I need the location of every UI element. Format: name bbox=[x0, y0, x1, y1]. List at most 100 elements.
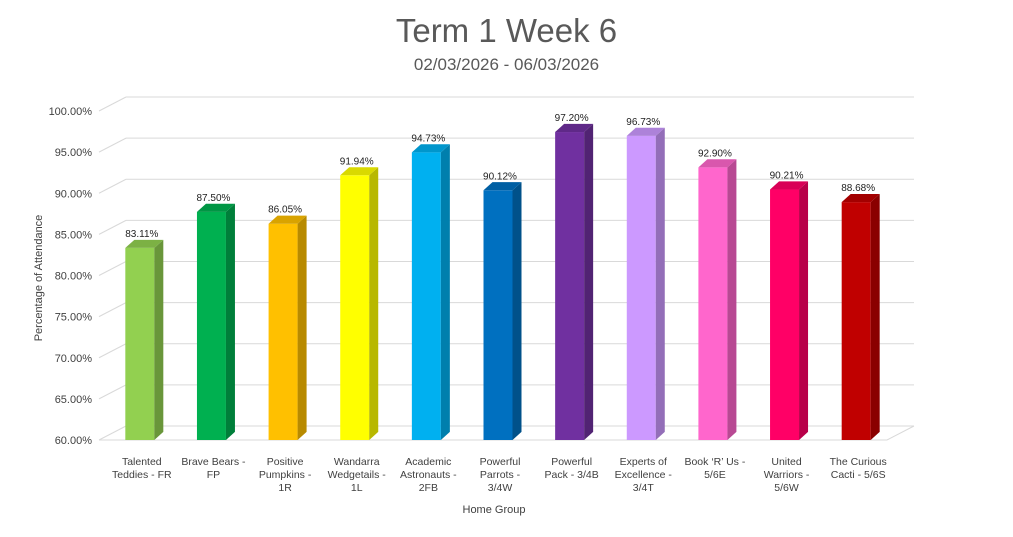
x-tick-label: Powerful Pack - 3/4B bbox=[544, 456, 598, 481]
bar-front bbox=[196, 211, 226, 440]
y-tick-label: 70.00% bbox=[55, 353, 93, 365]
x-tick-label-line: Book ‘R’ Us - bbox=[684, 456, 745, 468]
gridline-side bbox=[98, 137, 127, 153]
floor-side bbox=[886, 425, 915, 441]
bar: 88.68% The Curious Cacti - 5/6S bbox=[830, 183, 887, 481]
bar-side bbox=[655, 127, 665, 441]
gridline-side bbox=[98, 219, 127, 235]
bar-side bbox=[369, 167, 379, 441]
y-tick-label: 85.00% bbox=[55, 229, 93, 241]
y-axis-title: Percentage of Attendance bbox=[33, 215, 45, 342]
bar-top bbox=[411, 144, 450, 153]
gridline-side bbox=[98, 343, 127, 359]
bar-top bbox=[555, 123, 594, 133]
bar-front bbox=[125, 247, 155, 440]
x-tick-label: United Warriors -5/6W bbox=[764, 456, 810, 494]
bar-top bbox=[483, 182, 522, 191]
y-tick-label: 100.00% bbox=[49, 106, 93, 118]
gridline-side bbox=[98, 96, 127, 112]
bar-front bbox=[841, 202, 871, 440]
bar-top bbox=[770, 181, 809, 190]
y-tick-label: 75.00% bbox=[55, 312, 93, 324]
data-label: 91.94% bbox=[340, 156, 374, 167]
data-label: 92.90% bbox=[698, 148, 732, 159]
bar-front bbox=[770, 189, 800, 440]
bar-side bbox=[512, 182, 522, 440]
bar-top bbox=[626, 127, 665, 136]
x-tick-label-line: United bbox=[771, 456, 802, 468]
y-tick-label: 80.00% bbox=[55, 271, 93, 283]
data-label: 94.73% bbox=[411, 133, 445, 144]
gridline-side bbox=[98, 384, 127, 400]
bar-top bbox=[125, 239, 164, 248]
x-tick-label-line: Talented bbox=[122, 456, 162, 468]
x-tick-label-line: Excellence - bbox=[615, 469, 673, 481]
bar-front bbox=[411, 152, 441, 440]
gridline-side bbox=[98, 178, 127, 194]
bars: 83.11% Talented Teddies - FR 87.50% Brave Be… bbox=[112, 113, 887, 494]
x-tick-label-line: FP bbox=[207, 469, 220, 481]
bar-front bbox=[626, 135, 656, 440]
y-tick-label: 65.00% bbox=[55, 394, 93, 406]
data-label: 90.21% bbox=[770, 171, 804, 182]
bar-top bbox=[196, 203, 235, 212]
x-tick-label-line: 1L bbox=[351, 482, 363, 494]
bar: 91.94% Wandarra Wedgetails -1L bbox=[328, 156, 387, 494]
bar-front bbox=[555, 132, 585, 440]
x-axis-title: Home Group bbox=[463, 504, 526, 516]
bar: 92.90% Book ‘R’ Us -5/6E bbox=[684, 148, 745, 481]
bar-side bbox=[154, 239, 164, 440]
y-tick-label: 60.00% bbox=[55, 435, 93, 447]
bar-front bbox=[340, 175, 370, 440]
x-tick-label: The Curious Cacti - 5/6S bbox=[830, 456, 887, 481]
x-tick-label: Book ‘R’ Us -5/6E bbox=[684, 456, 745, 481]
x-tick-label-line: Positive bbox=[267, 456, 304, 468]
chart-title: Term 1 Week 6 bbox=[395, 12, 618, 49]
x-tick-label-line: Academic bbox=[405, 456, 451, 468]
bar-top bbox=[268, 215, 307, 224]
bar-top bbox=[340, 167, 379, 176]
x-tick-label-line: 3/4T bbox=[633, 482, 655, 494]
bar-side bbox=[727, 159, 737, 441]
x-tick-label: Wandarra Wedgetails -1L bbox=[328, 456, 387, 494]
x-tick-label-line: Cacti - 5/6S bbox=[831, 469, 886, 481]
bar-side bbox=[297, 215, 307, 440]
bar-side bbox=[225, 203, 235, 440]
data-label: 90.12% bbox=[483, 171, 517, 182]
x-tick-label-line: 5/6W bbox=[774, 482, 799, 494]
gridline-side bbox=[98, 261, 127, 276]
y-tick-label: 95.00% bbox=[55, 147, 93, 159]
chart-subtitle: 02/03/2026 - 06/03/2026 bbox=[413, 55, 600, 74]
gridline-side bbox=[98, 425, 127, 441]
x-tick-label: Positive Pumpkins -1R bbox=[259, 456, 312, 494]
bar-top bbox=[841, 194, 880, 203]
data-label: 96.73% bbox=[626, 117, 660, 128]
bar: 96.73% Experts of Excellence -3/4T bbox=[615, 117, 673, 494]
x-tick-label-line: Powerful bbox=[480, 456, 521, 468]
bar-front bbox=[698, 167, 728, 440]
x-tick-label-line: 3/4W bbox=[488, 482, 513, 494]
x-tick-label-line: Powerful bbox=[551, 456, 592, 468]
data-label: 86.05% bbox=[268, 205, 302, 216]
bar: 94.73% Academic Astronauts -2FB bbox=[400, 133, 457, 494]
x-tick-label-line: 1R bbox=[278, 482, 292, 494]
bar: 90.21% United Warriors -5/6W bbox=[764, 171, 810, 494]
data-label: 83.11% bbox=[125, 229, 158, 240]
x-tick-label-line: Warriors - bbox=[764, 469, 810, 481]
bar-side bbox=[440, 144, 450, 441]
bar: 97.20% Powerful Pack - 3/4B bbox=[544, 113, 598, 481]
bar-front bbox=[268, 223, 298, 440]
x-tick-label-line: Teddies - FR bbox=[112, 469, 172, 481]
x-tick-label: Experts of Excellence -3/4T bbox=[615, 456, 673, 494]
x-tick-label-line: Wedgetails - bbox=[328, 469, 387, 481]
data-label: 87.50% bbox=[196, 193, 230, 204]
x-tick-label-line: Pack - 3/4B bbox=[544, 469, 598, 481]
bar: 90.12% Powerful Parrots -3/4W bbox=[480, 171, 522, 494]
x-tick-label-line: Pumpkins - bbox=[259, 469, 312, 481]
x-tick-label: Brave Bears -FP bbox=[181, 456, 246, 481]
x-tick-label-line: Experts of bbox=[620, 456, 667, 468]
x-tick-label-line: The Curious bbox=[830, 456, 887, 468]
x-tick-label-line: Brave Bears - bbox=[181, 456, 246, 468]
data-label: 88.68% bbox=[841, 183, 875, 194]
